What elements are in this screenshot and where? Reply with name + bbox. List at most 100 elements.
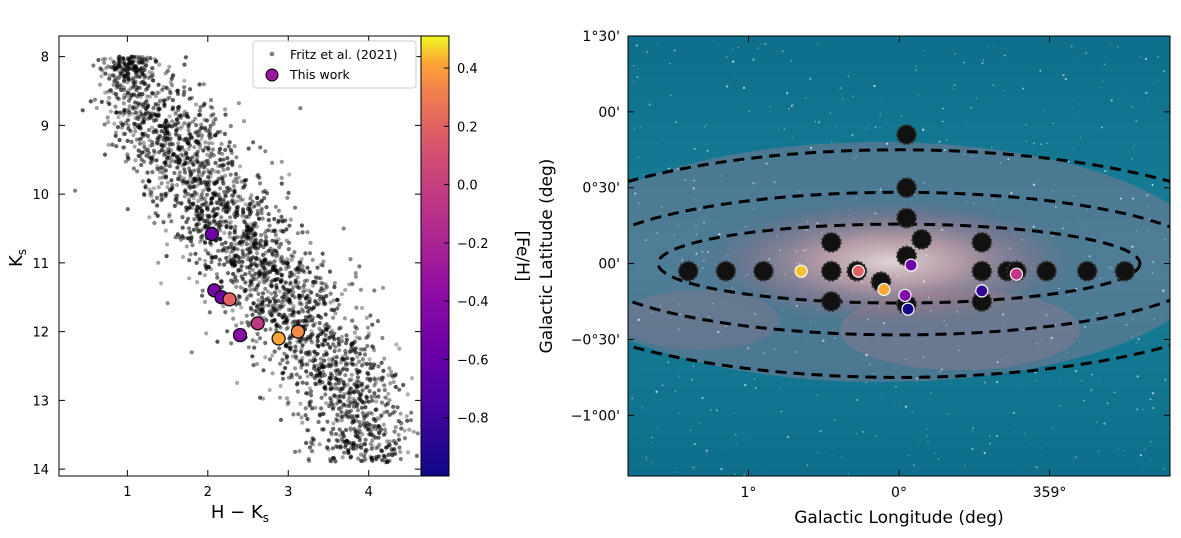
- sky-y-tick-label: 0°30': [582, 181, 620, 197]
- fritz-point: [302, 279, 307, 284]
- fritz-point: [324, 401, 329, 406]
- fritz-point: [262, 273, 267, 278]
- fritz-point: [198, 126, 203, 131]
- fritz-point: [228, 172, 233, 177]
- fritz-point: [353, 274, 358, 279]
- fritz-point: [346, 398, 351, 403]
- sky-star: [1163, 467, 1165, 470]
- sky-star: [1076, 55, 1078, 57]
- fritz-point: [173, 112, 178, 117]
- sky-star: [661, 206, 663, 208]
- fritz-point: [247, 270, 252, 276]
- sky-star: [716, 409, 718, 412]
- fritz-point: [214, 200, 219, 205]
- sky-star: [904, 405, 908, 408]
- fritz-point: [337, 433, 342, 438]
- fritz-point: [201, 148, 206, 153]
- fritz-point: [288, 282, 293, 287]
- fritz-point: [262, 266, 267, 271]
- fritz-point: [218, 228, 223, 233]
- fritz-point: [304, 301, 309, 306]
- sky-star: [1164, 238, 1166, 241]
- sky-star: [851, 244, 854, 246]
- fritz-point: [273, 267, 278, 272]
- sky-star: [714, 306, 716, 308]
- fritz-point: [323, 337, 328, 342]
- sky-star: [971, 447, 974, 450]
- fritz-point: [225, 189, 230, 194]
- fritz-point: [341, 380, 346, 385]
- fritz-point: [156, 90, 161, 95]
- sky-star: [1042, 110, 1044, 112]
- fritz-point: [309, 449, 315, 454]
- sky-star: [847, 75, 850, 78]
- fritz-point: [230, 197, 235, 202]
- fritz-point: [234, 208, 239, 213]
- x-tick-label: 4: [365, 485, 373, 500]
- sky-star: [745, 226, 747, 228]
- sky-image: [628, 36, 1170, 476]
- fritz-point: [351, 396, 356, 401]
- fritz-point: [319, 427, 325, 432]
- sky-star: [798, 262, 801, 265]
- fritz-point: [341, 395, 346, 400]
- sky-star: [674, 390, 677, 393]
- fritz-point: [153, 102, 158, 107]
- fritz-point: [336, 381, 341, 386]
- field-marker: [820, 260, 842, 282]
- fritz-point: [406, 450, 411, 455]
- fritz-point: [331, 298, 336, 303]
- sky-star: [1003, 54, 1006, 57]
- fritz-point: [106, 142, 111, 147]
- fritz-point: [196, 139, 201, 144]
- fritz-point: [358, 393, 363, 398]
- fritz-point: [221, 163, 226, 168]
- fritz-point: [151, 118, 157, 123]
- field-edge: [1036, 260, 1058, 282]
- fritz-point: [72, 188, 78, 193]
- sky-star: [1054, 205, 1057, 208]
- fritz-point: [300, 362, 305, 367]
- sky-star: [915, 65, 917, 67]
- sky-star: [805, 229, 808, 232]
- fritz-point: [184, 205, 189, 210]
- fritz-point: [126, 123, 131, 128]
- fritz-point: [278, 361, 283, 366]
- fritz-point: [218, 157, 223, 162]
- fritz-point: [296, 412, 301, 417]
- sky-star: [904, 358, 907, 360]
- sky-star: [922, 128, 925, 131]
- sky-star-point: [975, 284, 989, 298]
- fritz-point: [313, 275, 318, 280]
- fritz-point: [163, 228, 168, 233]
- fritz-point: [155, 166, 160, 172]
- fritz-point: [300, 420, 305, 425]
- sky-star-point: [794, 264, 808, 278]
- y-tick-label: 12: [32, 326, 49, 341]
- fritz-point: [255, 241, 261, 246]
- fritz-point: [218, 237, 223, 242]
- sky-star: [1091, 373, 1094, 376]
- sky-star: [926, 435, 929, 438]
- fritz-point: [215, 339, 220, 344]
- fritz-point: [80, 108, 85, 113]
- fritz-point: [122, 145, 127, 150]
- sky-star: [1136, 408, 1139, 411]
- fritz-point: [279, 299, 284, 304]
- sky-star: [650, 436, 653, 439]
- fritz-point: [379, 448, 384, 453]
- sky-star: [650, 461, 652, 463]
- fritz-point: [285, 402, 290, 407]
- field-edge: [820, 291, 842, 313]
- fritz-point: [362, 454, 367, 459]
- fritz-point: [329, 362, 334, 367]
- fritz-point: [122, 61, 127, 66]
- sky-star: [1025, 440, 1027, 441]
- fritz-point: [286, 375, 292, 380]
- fritz-point: [186, 124, 191, 129]
- fritz-point: [331, 421, 336, 426]
- fritz-point: [384, 395, 389, 400]
- fritz-point: [187, 276, 192, 281]
- fritz-point: [268, 269, 273, 275]
